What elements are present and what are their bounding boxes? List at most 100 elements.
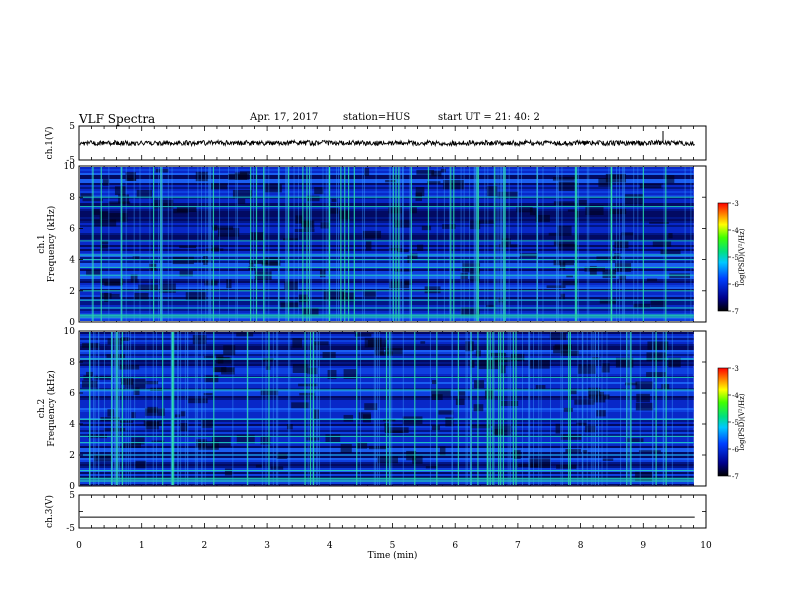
dark-patch [601, 363, 610, 373]
panel-3: 0 2 4 6 8 10 ch.2 Frequency (kHz) -3 -4 -5 -6 -7 log(… [37, 327, 746, 492]
dark-patch [212, 224, 218, 231]
dark-patch [362, 230, 382, 239]
x-tick-label: 0 [76, 541, 82, 551]
dark-patch [131, 412, 136, 418]
low-freq-band [80, 478, 694, 482]
dark-patch [264, 184, 282, 193]
dark-patch [597, 391, 604, 396]
dark-patch [145, 381, 159, 385]
colorbar-tick-label: -6 [732, 281, 739, 289]
y-tick-label: 2 [69, 451, 75, 461]
dark-patch [204, 355, 214, 359]
dark-patch [325, 434, 341, 443]
dark-patch [596, 256, 615, 261]
y-tick-label: 5 [69, 491, 75, 501]
dark-patch [232, 189, 253, 199]
dark-patch [585, 425, 596, 433]
dark-patch [107, 409, 115, 417]
dark-patch [582, 450, 588, 453]
noise-band [80, 277, 694, 279]
dark-patch [239, 171, 251, 175]
dark-patch [294, 228, 315, 233]
dark-patch [265, 366, 271, 370]
dark-patch [255, 464, 262, 468]
dark-patch [565, 449, 581, 453]
noise-band [80, 217, 694, 219]
dark-patch [652, 241, 672, 247]
noise-band [80, 263, 694, 265]
dark-patch [99, 211, 109, 219]
dark-patch [323, 290, 346, 301]
dark-patch [213, 367, 235, 373]
noise-band [80, 245, 694, 247]
dark-patch [535, 385, 546, 389]
dark-patch [249, 259, 268, 265]
dark-patch [635, 381, 654, 390]
noise-band [80, 289, 694, 291]
x-tick-label: 2 [202, 541, 208, 551]
dark-patch [394, 269, 413, 272]
noise-band [80, 275, 694, 277]
dark-patch [93, 454, 113, 462]
y-tick-label: 10 [64, 327, 76, 337]
dark-patch [136, 189, 152, 198]
dark-patch [477, 220, 495, 224]
x-tick-label: 8 [578, 541, 584, 551]
dark-patch [260, 436, 271, 445]
y-tick-label: 2 [69, 287, 75, 297]
dark-patch [236, 434, 255, 444]
dark-patch [211, 183, 228, 190]
dark-patch [561, 280, 578, 286]
dark-patch [356, 442, 368, 449]
noise-band [80, 221, 694, 223]
colorbar-tick-label: -6 [732, 446, 739, 454]
dark-patch [553, 201, 575, 206]
noise-band [80, 177, 694, 179]
dark-patch [203, 393, 213, 396]
dark-patch [478, 359, 500, 370]
dark-patch [484, 389, 494, 399]
dark-patch [650, 299, 667, 307]
dark-patch [248, 266, 256, 270]
dark-patch [93, 209, 100, 215]
dark-patch [552, 177, 575, 181]
dark-patch [340, 443, 352, 453]
dark-patch [264, 257, 281, 266]
dark-patch [529, 458, 551, 468]
dark-patch [555, 423, 561, 434]
dark-patch [193, 259, 212, 263]
dark-patch [179, 245, 197, 249]
dark-patch [385, 348, 403, 355]
noise-band [80, 179, 694, 181]
dark-patch [402, 416, 423, 425]
noise-band [80, 279, 694, 281]
dark-patch [101, 241, 109, 245]
dark-patch [585, 205, 604, 216]
dark-patch [292, 363, 310, 373]
dark-patch [557, 243, 577, 250]
colorbar-tick-label: -4 [732, 392, 739, 400]
y-tick-label: 8 [69, 358, 75, 368]
dark-patch [500, 400, 519, 407]
dark-patch [307, 195, 320, 202]
noise-band [80, 285, 694, 287]
dark-patch [354, 333, 372, 337]
noise-band [80, 211, 694, 213]
dark-patch [560, 261, 566, 271]
dark-patch [224, 468, 233, 476]
dark-patch [331, 198, 338, 202]
dark-patch [553, 239, 575, 246]
dark-patch [420, 341, 426, 344]
noise-band [80, 235, 694, 237]
y-tick-label: 4 [69, 256, 75, 266]
x-tick-label: 1 [139, 541, 145, 551]
dark-patch [588, 394, 610, 399]
x-tick-label: 6 [452, 541, 458, 551]
dark-patch [470, 424, 491, 429]
dark-patch [493, 357, 512, 363]
noise-band [80, 257, 694, 259]
station-label: station=HUS [343, 112, 411, 123]
dark-patch [621, 232, 634, 236]
dark-patch [327, 370, 337, 380]
dark-patch [647, 341, 669, 350]
